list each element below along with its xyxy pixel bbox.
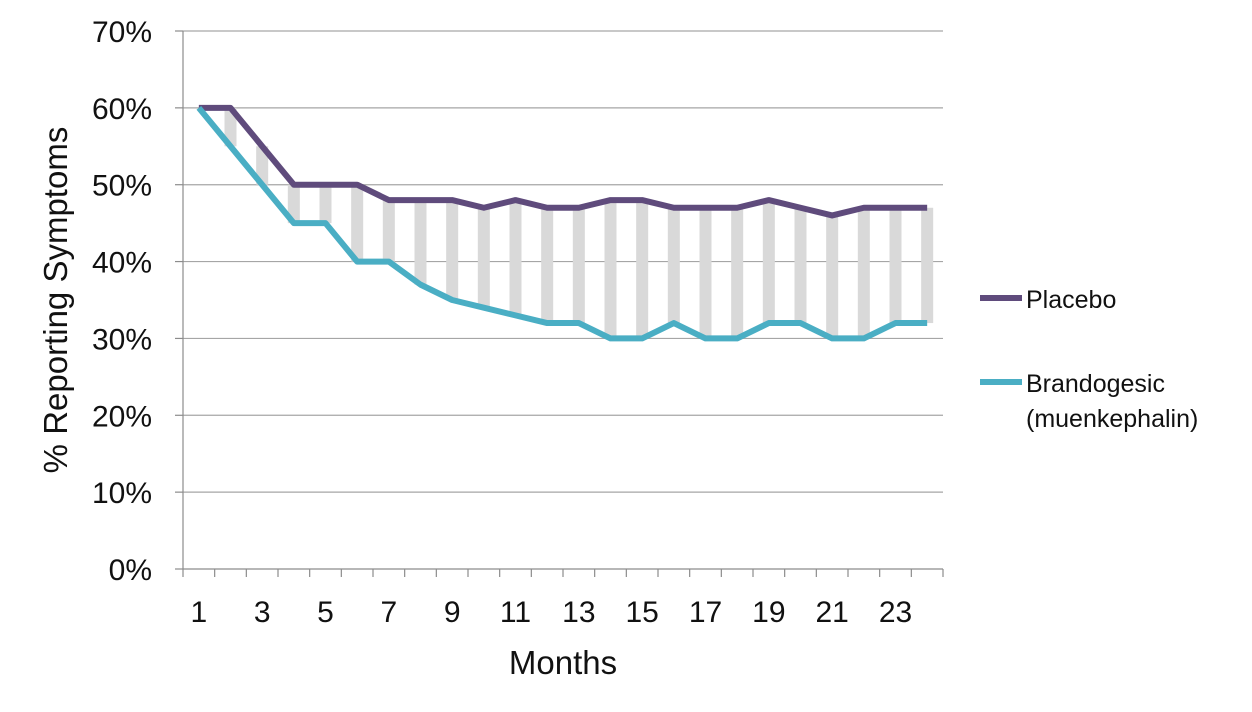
y-axis-label: % Reporting Symptoms [37,127,74,474]
high-low-bar [446,200,459,300]
high-low-bar [382,200,395,262]
high-low-bar [604,200,617,339]
x-tick-label: 15 [625,596,658,629]
high-low-bar [572,207,585,324]
series-lines [196,104,928,342]
y-tick-label: 60% [92,93,152,126]
high-low-bar [857,207,870,339]
legend: Placebo Brandogesic (muenkephalin) [980,286,1198,433]
high-low-bar [224,107,237,147]
high-low-bar [794,207,807,324]
x-tick-label: 11 [500,596,531,629]
legend-label: (muenkephalin) [1026,405,1198,433]
x-axis-label: Months [509,644,617,681]
high-low-bar [287,184,300,224]
x-tick-label: 5 [317,596,334,629]
y-tick-label: 20% [92,400,152,433]
series-line-placebo [198,104,928,219]
high-low-bar [636,200,649,339]
x-tick-label: 7 [380,596,397,629]
high-low-bar [889,207,902,324]
y-tick-label: 0% [109,554,152,587]
axes [175,30,944,577]
y-tick-labels: 0% 10% 20% 30% 40% 50% 60% 70% [92,16,152,587]
high-low-bars [224,107,934,339]
x-tick-label: 21 [815,596,848,629]
x-tick-label: 23 [879,596,912,629]
series-line-brandogesic [196,105,928,342]
high-low-bar [762,200,775,324]
high-low-bar [731,207,744,339]
y-tick-label: 10% [92,477,152,510]
x-tick-label: 19 [752,596,785,629]
high-low-bar [414,200,427,285]
x-tick-label: 1 [190,596,207,629]
y-tick-label: 50% [92,170,152,203]
x-tick-label: 9 [444,596,461,629]
high-low-bar [921,207,934,324]
high-low-bar [667,207,680,324]
high-low-bar [477,207,490,308]
x-tick-label: 17 [689,596,722,629]
y-tick-label: 40% [92,247,152,280]
x-tick-labels: 1 3 5 7 9 11 13 15 17 19 21 23 [190,596,912,629]
y-tick-label: 70% [92,16,152,49]
legend-label: Brandogesic [1026,370,1165,398]
high-low-bar [509,200,522,316]
x-tick-label: 3 [254,596,271,629]
high-low-bar [826,215,839,339]
high-low-bar [351,184,364,262]
high-low-bar [541,207,554,324]
x-tick-label: 13 [562,596,595,629]
y-tick-label: 30% [92,323,152,356]
high-low-bar [319,184,332,224]
high-low-bar [699,207,712,339]
high-low-bar [256,146,269,185]
legend-label: Placebo [1026,286,1116,314]
